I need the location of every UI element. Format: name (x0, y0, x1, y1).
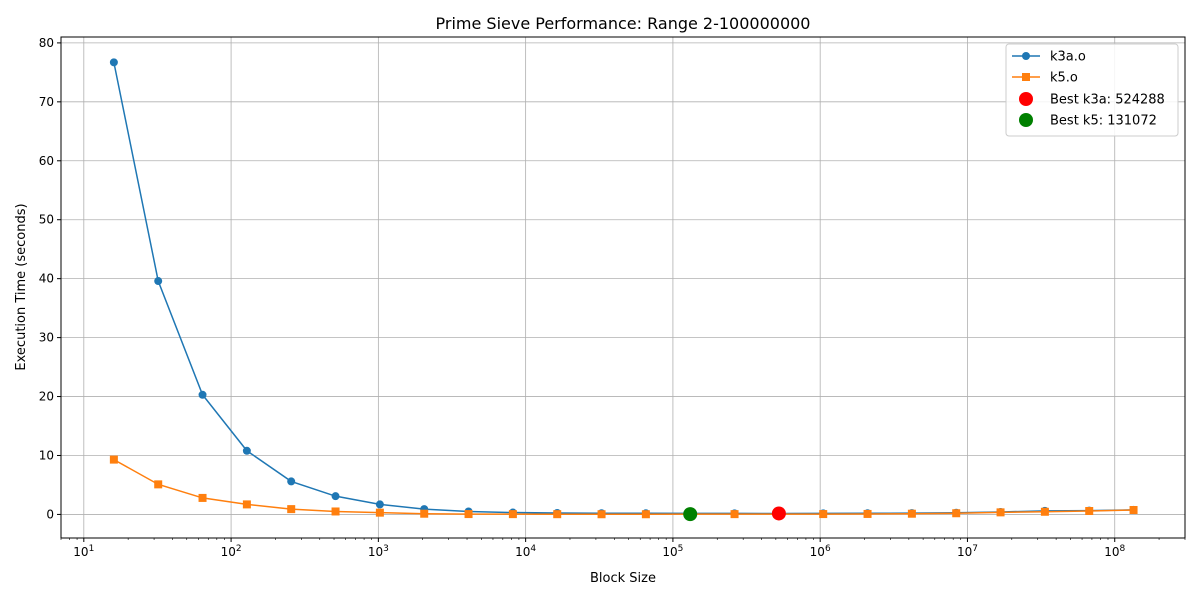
data-point (331, 507, 340, 516)
y-tick-label: 80 (39, 36, 54, 50)
legend-best-k5-marker (1019, 113, 1033, 127)
y-tick-label: 60 (39, 154, 54, 168)
legend-k3a-marker (1022, 52, 1030, 60)
data-point (287, 505, 296, 514)
data-point (952, 509, 961, 518)
legend-k5-label: k5.o (1050, 71, 1078, 86)
x-tick-label: 103 (368, 544, 389, 559)
data-point (198, 390, 207, 399)
y-axis-label: Execution Time (seconds) (14, 203, 29, 370)
legend: k3a.o k5.o Best k3a: 524288 Best k5: 131… (1005, 43, 1179, 137)
data-point (198, 493, 207, 502)
x-tick-label: 105 (662, 544, 683, 559)
y-tick-label: 30 (39, 331, 54, 345)
data-point (109, 455, 118, 464)
data-point (1040, 507, 1049, 516)
series-group (109, 58, 1138, 519)
chart-title: Prime Sieve Performance: Range 2-1000000… (436, 14, 811, 33)
data-point (819, 510, 828, 519)
data-point (1129, 506, 1138, 515)
data-point (641, 510, 650, 519)
data-point (420, 509, 429, 518)
best-point-marker (771, 506, 786, 521)
data-point (242, 500, 251, 509)
y-tick-label: 0 (46, 507, 54, 521)
data-point (553, 510, 562, 519)
x-tick-label: 104 (515, 544, 536, 559)
data-point (375, 500, 384, 509)
data-point (996, 508, 1005, 517)
data-point (730, 510, 739, 519)
x-tick-label: 107 (957, 544, 978, 559)
x-tick-label: 102 (221, 544, 242, 559)
x-tick-label: 108 (1104, 544, 1125, 559)
legend-best-k3a-label: Best k3a: 524288 (1050, 93, 1165, 108)
data-point (863, 509, 872, 518)
x-tick-label: 106 (810, 544, 831, 559)
data-point (1085, 507, 1094, 516)
data-point (154, 480, 163, 489)
data-point (375, 508, 384, 517)
data-point (464, 510, 473, 519)
y-axis-ticks: 0 10 20 30 40 50 60 70 80 (39, 36, 61, 521)
best-point-marker (683, 507, 698, 522)
y-tick-label: 50 (39, 213, 54, 227)
y-tick-label: 40 (39, 272, 54, 286)
legend-k5-marker (1022, 73, 1030, 81)
data-point (331, 492, 340, 501)
x-axis-label: Block Size (590, 571, 656, 586)
x-tick-label: 101 (73, 544, 94, 559)
data-point (287, 477, 296, 486)
data-point (109, 58, 118, 67)
legend-k3a-label: k3a.o (1050, 50, 1086, 65)
y-tick-label: 10 (39, 448, 54, 462)
series-line-k5-o (113, 458, 1134, 515)
data-point (597, 510, 606, 519)
x-axis-ticks: 101 102 103 104 105 106 107 108 (60, 538, 1186, 559)
legend-box (1005, 43, 1179, 137)
y-tick-label: 20 (39, 390, 54, 404)
legend-best-k3a-marker (1019, 92, 1033, 106)
data-point (907, 509, 916, 518)
highlight-group (683, 506, 786, 522)
plot-frame (60, 36, 1186, 539)
data-point (242, 446, 251, 455)
data-point (154, 277, 163, 286)
grid (61, 37, 1185, 538)
legend-best-k5-label: Best k5: 131072 (1050, 114, 1157, 129)
y-tick-label: 70 (39, 95, 54, 109)
data-point (508, 510, 517, 519)
